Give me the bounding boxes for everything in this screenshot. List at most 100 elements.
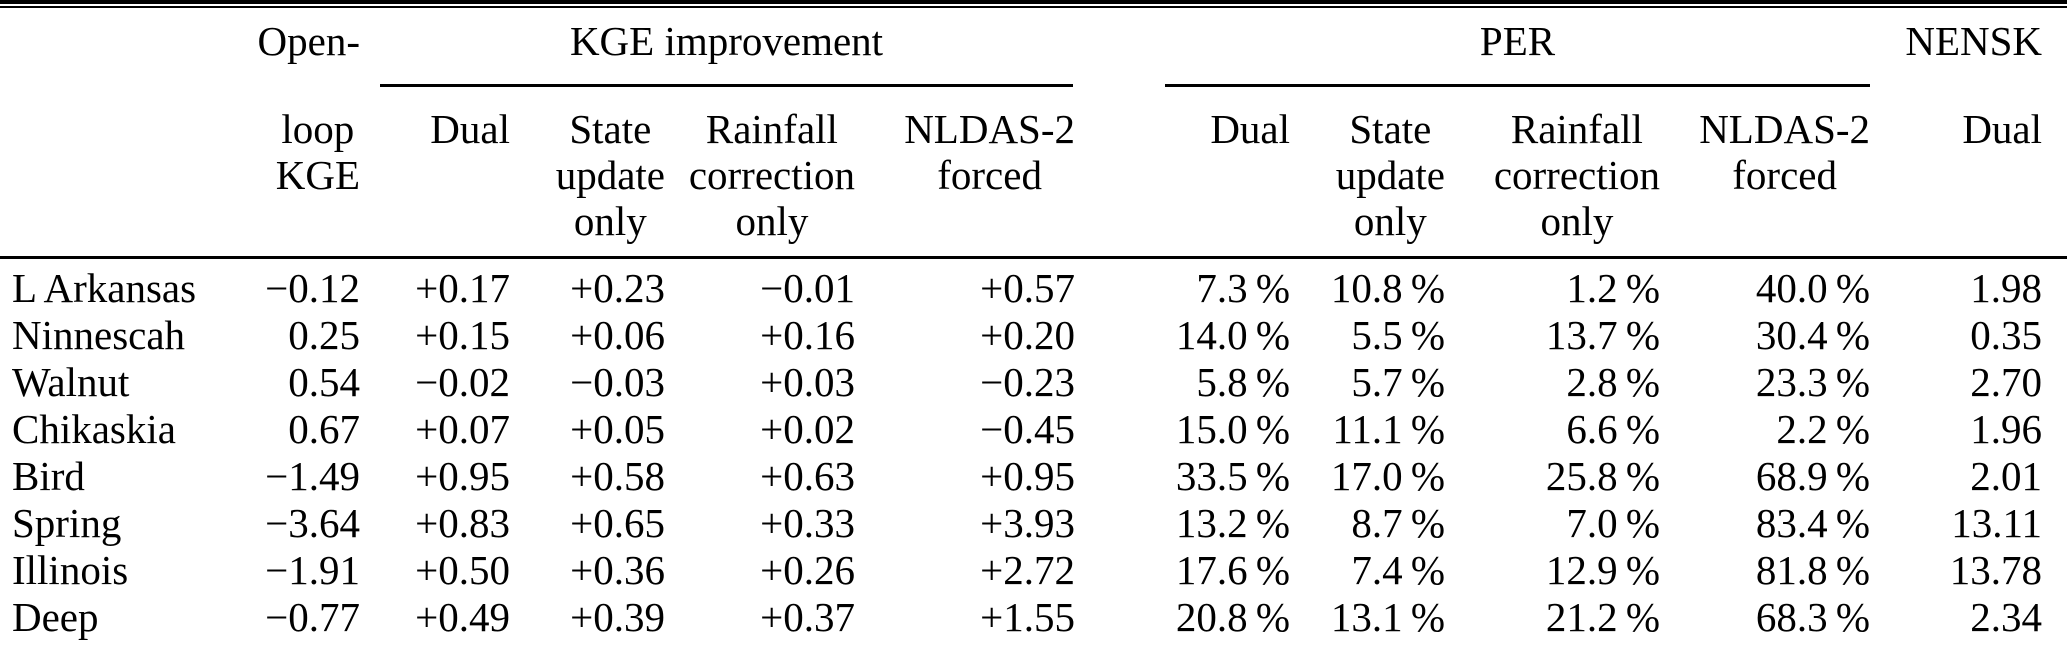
kge-improvement-state-update-cell: +0.06 xyxy=(570,312,665,358)
table-body: L Arkansas −0.12 +0.17 +0.23 −0.01 +0.57… xyxy=(0,258,2067,645)
kge-improvement-dual-cell: +0.07 xyxy=(415,406,510,452)
per-group-label: PER xyxy=(1165,18,1871,87)
open-loop-kge-cell: 0.54 xyxy=(288,359,360,405)
nensk-dual-cell: 2.70 xyxy=(1970,359,2043,405)
kge-improvement-nldas2-forced-cell: +1.55 xyxy=(980,594,1076,640)
per-nldas2-forced-cell: 83.4 % xyxy=(1755,500,1871,546)
kge-improvement-dual-cell: +0.83 xyxy=(415,500,510,546)
kge-improvement-state-update-cell: +0.36 xyxy=(570,547,665,593)
per-dual-header: Dual xyxy=(1075,100,1291,259)
basin-name-cell: Chikaskia xyxy=(12,406,176,452)
kge-improvement-rainfall-correction-cell: +0.37 xyxy=(760,594,855,640)
kge-improvement-group-header: KGE improvement xyxy=(360,8,1075,100)
top-rule-thin xyxy=(0,6,2067,8)
kge-improvement-nldas2-forced-cell: +0.57 xyxy=(980,265,1076,311)
kge-improvement-dual-cell: +0.17 xyxy=(415,265,510,311)
nensk-dual-cell: 2.34 xyxy=(1970,594,2043,640)
table-row: L Arkansas −0.12 +0.17 +0.23 −0.01 +0.57… xyxy=(0,258,2067,313)
per-state-update-cell: 7.4 % xyxy=(1351,547,1446,593)
basin-subheader-spacer xyxy=(0,100,250,259)
nensk-dual-cell: 13.78 xyxy=(1949,547,2043,593)
nensk-dual-cell: 1.96 xyxy=(1970,406,2043,452)
per-rainfall-correction-cell: 6.6 % xyxy=(1566,406,1661,452)
open-loop-header-top: Open- xyxy=(250,8,360,100)
per-dual-cell: 13.2 % xyxy=(1175,500,1291,546)
nensk-dual-cell: 0.35 xyxy=(1970,312,2043,358)
kge-improvement-rainfall-correction-cell: +0.33 xyxy=(760,500,855,546)
per-dual-cell: 5.8 % xyxy=(1196,359,1291,405)
table-row: Ninnescah 0.25 +0.15 +0.06 +0.16 +0.20 1… xyxy=(0,312,2067,359)
per-nldas2-forced-cell: 2.2 % xyxy=(1776,406,1871,452)
kge-improvement-group-label: KGE improvement xyxy=(380,18,1074,87)
kge-improvement-nldas2-forced-cell: +2.72 xyxy=(980,547,1076,593)
kge-rainfall-correction-label: Rainfall correction only xyxy=(688,106,855,244)
per-state-update-header: State update only xyxy=(1290,100,1446,259)
table-row: Walnut 0.54 −0.02 −0.03 +0.03 −0.23 5.8 … xyxy=(0,359,2067,406)
per-rainfall-correction-cell: 25.8 % xyxy=(1545,453,1661,499)
table-header: Open- KGE improvement PER NENSK loop KGE xyxy=(0,8,2067,259)
kge-improvement-rainfall-correction-cell: −0.01 xyxy=(760,265,855,311)
per-rainfall-correction-cell: 2.8 % xyxy=(1566,359,1661,405)
kge-improvement-rainfall-correction-cell: +0.16 xyxy=(760,312,855,358)
per-rainfall-correction-header: Rainfall correction only xyxy=(1445,100,1661,259)
per-dual-label: Dual xyxy=(1210,106,1291,152)
kge-improvement-dual-cell: −0.02 xyxy=(415,359,510,405)
per-state-update-cell: 17.0 % xyxy=(1330,453,1446,499)
kge-improvement-rainfall-correction-cell: +0.26 xyxy=(760,547,855,593)
open-loop-header-stack: loop KGE xyxy=(250,100,360,259)
kge-nldas2-forced-label: NLDAS-2 forced xyxy=(904,106,1076,198)
kge-dual-label: Dual xyxy=(430,106,510,152)
table-row: Deep −0.77 +0.49 +0.39 +0.37 +1.55 20.8 … xyxy=(0,594,2067,645)
group-header-row: Open- KGE improvement PER NENSK xyxy=(0,8,2067,100)
open-loop-kge-cell: −1.91 xyxy=(265,547,360,593)
per-rainfall-correction-cell: 7.0 % xyxy=(1566,500,1661,546)
basin-name-cell: Deep xyxy=(12,594,99,640)
nensk-dual-header: Dual xyxy=(1870,100,2067,259)
kge-improvement-state-update-cell: +0.05 xyxy=(570,406,665,452)
per-nldas2-forced-cell: 40.0 % xyxy=(1755,265,1871,311)
kge-improvement-state-update-cell: −0.03 xyxy=(570,359,665,405)
per-dual-cell: 17.6 % xyxy=(1175,547,1291,593)
open-loop-label-line1: Open- xyxy=(257,18,360,64)
table-row: Bird −1.49 +0.95 +0.58 +0.63 +0.95 33.5 … xyxy=(0,453,2067,500)
kge-improvement-nldas2-forced-cell: +3.93 xyxy=(980,500,1076,546)
kge-rainfall-correction-header: Rainfall correction only xyxy=(665,100,855,259)
basin-name-cell: Walnut xyxy=(12,359,130,405)
per-nldas2-forced-cell: 68.9 % xyxy=(1755,453,1871,499)
per-nldas2-forced-label: NLDAS-2 forced xyxy=(1699,106,1871,198)
top-rule-thick xyxy=(0,0,2067,4)
kge-improvement-nldas2-forced-cell: +0.20 xyxy=(980,312,1076,358)
open-loop-kge-cell: −0.77 xyxy=(265,594,360,640)
basin-name-cell: Spring xyxy=(12,500,122,546)
open-loop-kge-cell: −3.64 xyxy=(265,500,360,546)
per-nldas2-forced-cell: 30.4 % xyxy=(1755,312,1871,358)
basin-column-header-spacer xyxy=(0,8,250,100)
kge-improvement-dual-cell: +0.95 xyxy=(415,453,510,499)
kge-improvement-nldas2-forced-cell: −0.23 xyxy=(980,359,1076,405)
kge-improvement-rainfall-correction-cell: +0.03 xyxy=(760,359,855,405)
kge-improvement-rainfall-correction-cell: +0.02 xyxy=(760,406,855,452)
nensk-dual-cell: 2.01 xyxy=(1970,453,2043,499)
results-table: Open- KGE improvement PER NENSK loop KGE xyxy=(0,8,2067,645)
kge-state-update-label: State update only xyxy=(555,106,665,244)
per-state-update-cell: 5.7 % xyxy=(1351,359,1446,405)
per-state-update-cell: 11.1 % xyxy=(1332,406,1446,452)
kge-dual-header: Dual xyxy=(360,100,510,259)
nensk-dual-cell: 13.11 xyxy=(1951,500,2043,546)
table-row: Spring −3.64 +0.83 +0.65 +0.33 +3.93 13.… xyxy=(0,500,2067,547)
kge-improvement-nldas2-forced-cell: +0.95 xyxy=(980,453,1076,499)
basin-name-cell: Bird xyxy=(12,453,85,499)
nensk-dual-cell: 1.98 xyxy=(1970,265,2043,311)
open-loop-kge-cell: −1.49 xyxy=(265,453,360,499)
basin-name-cell: Ninnescah xyxy=(12,312,186,358)
per-rainfall-correction-cell: 12.9 % xyxy=(1545,547,1661,593)
per-state-update-cell: 8.7 % xyxy=(1351,500,1446,546)
kge-improvement-nldas2-forced-cell: −0.45 xyxy=(980,406,1076,452)
sub-header-row: loop KGE Dual State update only Rainfall… xyxy=(0,100,2067,259)
per-rainfall-correction-cell: 1.2 % xyxy=(1566,265,1661,311)
kge-improvement-state-update-cell: +0.65 xyxy=(570,500,665,546)
per-dual-cell: 7.3 % xyxy=(1196,265,1291,311)
open-loop-kge-cell: −0.12 xyxy=(265,265,360,311)
per-nldas2-forced-cell: 81.8 % xyxy=(1755,547,1871,593)
per-state-update-cell: 13.1 % xyxy=(1330,594,1446,640)
